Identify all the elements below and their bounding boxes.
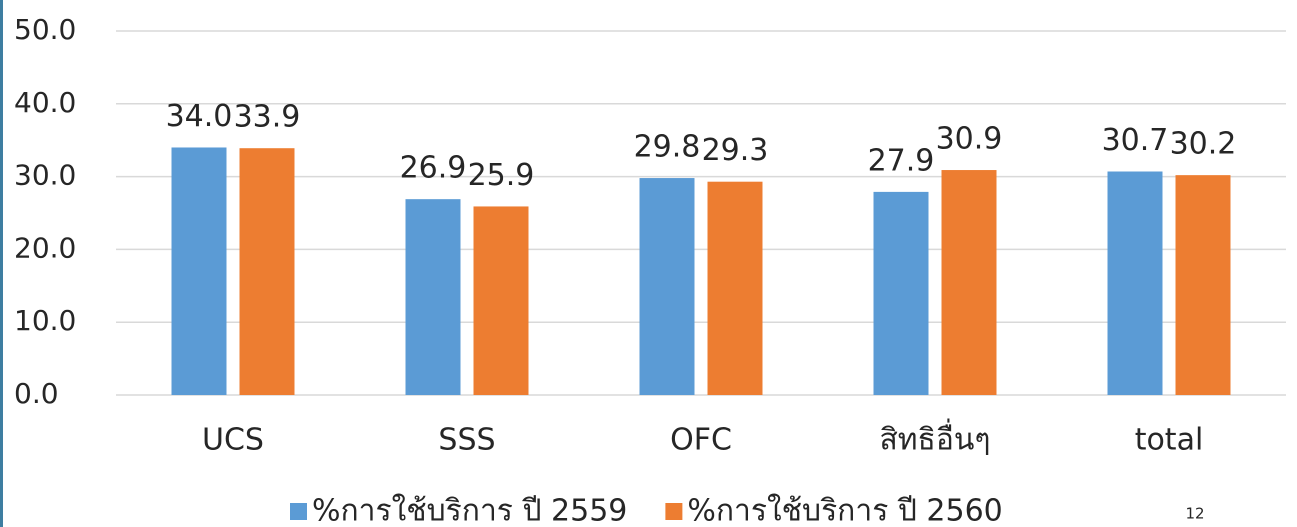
value-label: 25.9 [468,158,535,193]
value-label: 30.7 [1102,123,1169,158]
y-tick-label: 0.0 [14,377,59,410]
legend-swatch [290,503,307,520]
x-tick-label: สิทธิอื่นๆ [879,419,990,458]
x-tick-label: SSS [438,423,495,458]
x-tick-label: OFC [670,423,732,458]
bar [405,199,461,395]
bar [873,191,929,395]
y-tick-label: 50.0 [14,13,76,46]
legend-label: %การใช้บริการ ปี 2560 [687,494,1002,527]
value-label: 34.0 [166,99,233,134]
value-label: 30.2 [1170,127,1237,162]
value-label: 26.9 [400,151,467,186]
bar [639,178,695,395]
y-tick-label: 40.0 [14,86,76,119]
bar [1107,171,1163,395]
bar [473,206,529,395]
page-number: 12 [1185,505,1204,523]
bar [707,181,763,395]
legend-swatch [665,503,683,520]
value-label: 33.9 [234,100,301,135]
bar [171,147,227,395]
frame-edge [0,0,3,527]
bar [941,170,997,395]
y-tick-label: 30.0 [14,159,76,192]
y-tick-label: 10.0 [14,304,76,337]
x-tick-label: total [1135,423,1204,458]
bar [1175,175,1231,395]
value-label: 29.3 [702,133,769,168]
value-label: 27.9 [868,143,935,178]
x-tick-label: UCS [202,423,264,458]
y-tick-label: 20.0 [14,231,76,264]
value-label: 30.9 [936,122,1003,157]
bar [239,148,295,395]
value-label: 29.8 [634,130,701,165]
legend-label: %การใช้บริการ ปี 2559 [312,494,627,527]
